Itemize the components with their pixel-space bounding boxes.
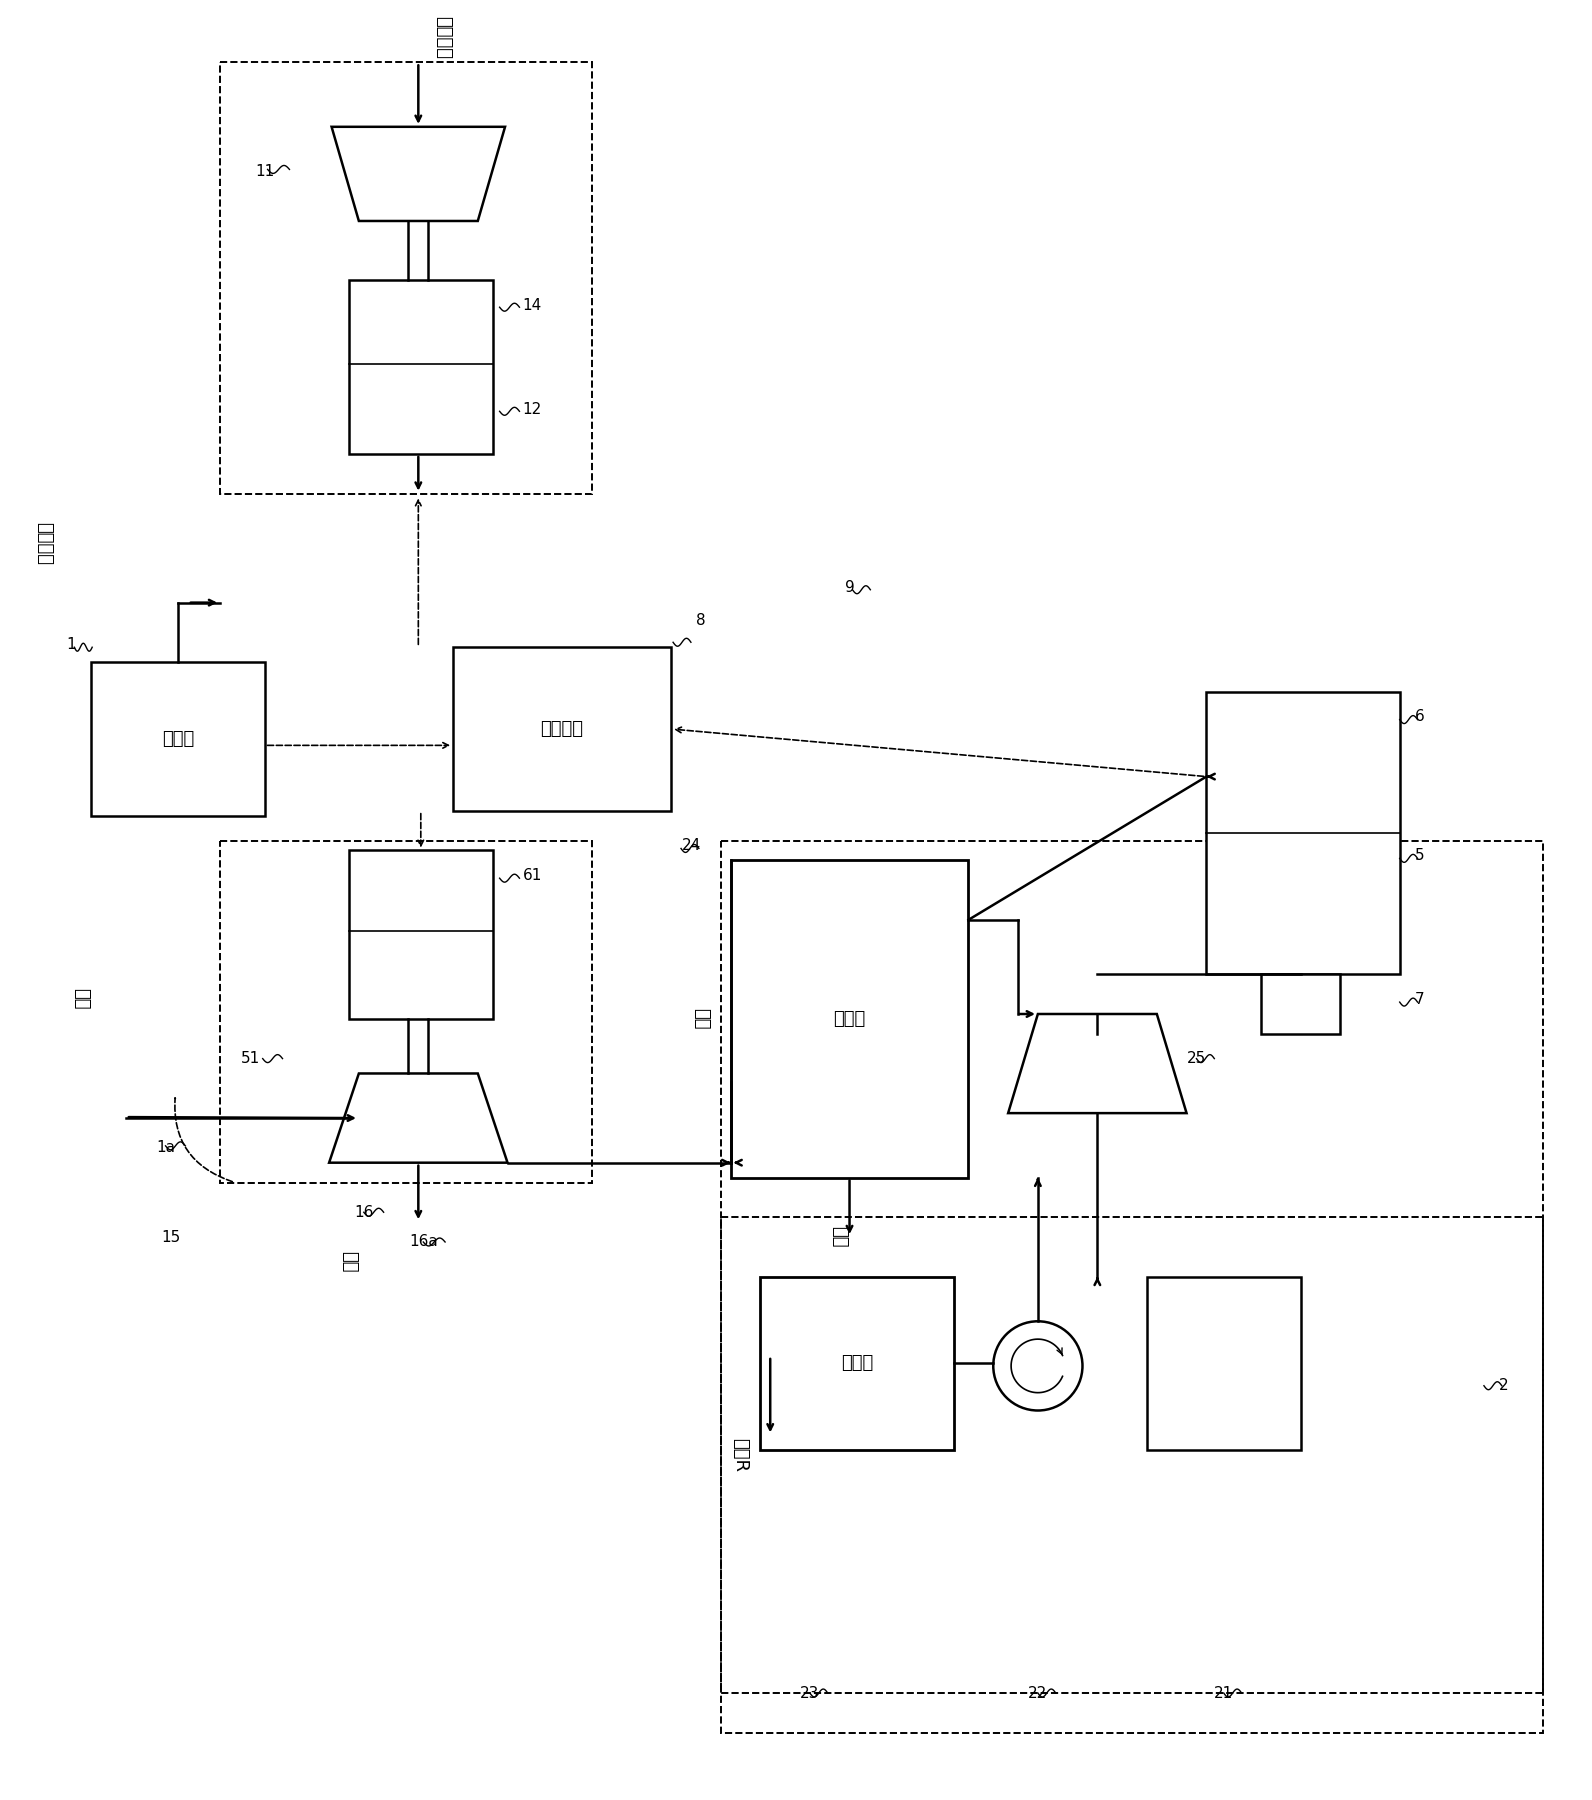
Text: 专用电池: 专用电池 [541, 720, 584, 738]
Bar [731, 860, 968, 1177]
Bar [721, 1217, 1543, 1694]
Bar [1146, 1276, 1301, 1451]
Bar [349, 281, 492, 454]
Text: 15: 15 [161, 1229, 180, 1244]
Text: 5: 5 [1415, 848, 1425, 862]
Text: 发动机: 发动机 [162, 731, 194, 749]
Text: 1: 1 [67, 637, 76, 652]
Bar [220, 63, 592, 493]
Text: 介质R: 介质R [731, 1438, 750, 1472]
Text: 21: 21 [1215, 1685, 1234, 1701]
Text: 14: 14 [522, 297, 541, 313]
Text: 25: 25 [1188, 1051, 1207, 1066]
Bar [220, 841, 592, 1183]
Polygon shape [1008, 1013, 1186, 1112]
Bar [1261, 974, 1340, 1033]
Text: 排气: 排气 [341, 1251, 358, 1273]
Bar [1207, 691, 1399, 974]
Text: 61: 61 [522, 868, 541, 882]
Text: 9: 9 [845, 580, 855, 596]
Text: 6: 6 [1415, 709, 1425, 724]
Circle shape [993, 1321, 1083, 1411]
Text: 24: 24 [681, 839, 700, 853]
Text: 22: 22 [1028, 1685, 1048, 1701]
Bar [349, 850, 492, 1019]
Text: 12: 12 [522, 401, 541, 418]
Text: 1a: 1a [156, 1141, 175, 1156]
Text: 吸入空气: 吸入空气 [435, 16, 452, 59]
Bar [454, 648, 672, 810]
Text: 排气: 排气 [831, 1226, 849, 1247]
Polygon shape [331, 126, 505, 221]
Text: 23: 23 [801, 1685, 820, 1701]
FancyArrowPatch shape [175, 1098, 232, 1181]
Text: 冷凝器: 冷凝器 [841, 1354, 872, 1372]
Text: 排气: 排气 [693, 1008, 710, 1030]
Bar [761, 1276, 954, 1451]
Text: 排气: 排气 [72, 988, 91, 1010]
Text: 16a: 16a [409, 1235, 438, 1249]
Text: 蒸发器: 蒸发器 [833, 1010, 866, 1028]
Text: 11: 11 [255, 164, 274, 178]
Text: 8: 8 [696, 614, 705, 628]
Text: 2: 2 [1500, 1379, 1509, 1393]
Text: 7: 7 [1415, 992, 1425, 1006]
Bar [721, 841, 1543, 1733]
Bar [91, 662, 264, 815]
Text: 16: 16 [353, 1204, 374, 1220]
Text: 压缩空气: 压缩空气 [35, 522, 54, 565]
Polygon shape [330, 1073, 508, 1163]
Text: 51: 51 [240, 1051, 259, 1066]
